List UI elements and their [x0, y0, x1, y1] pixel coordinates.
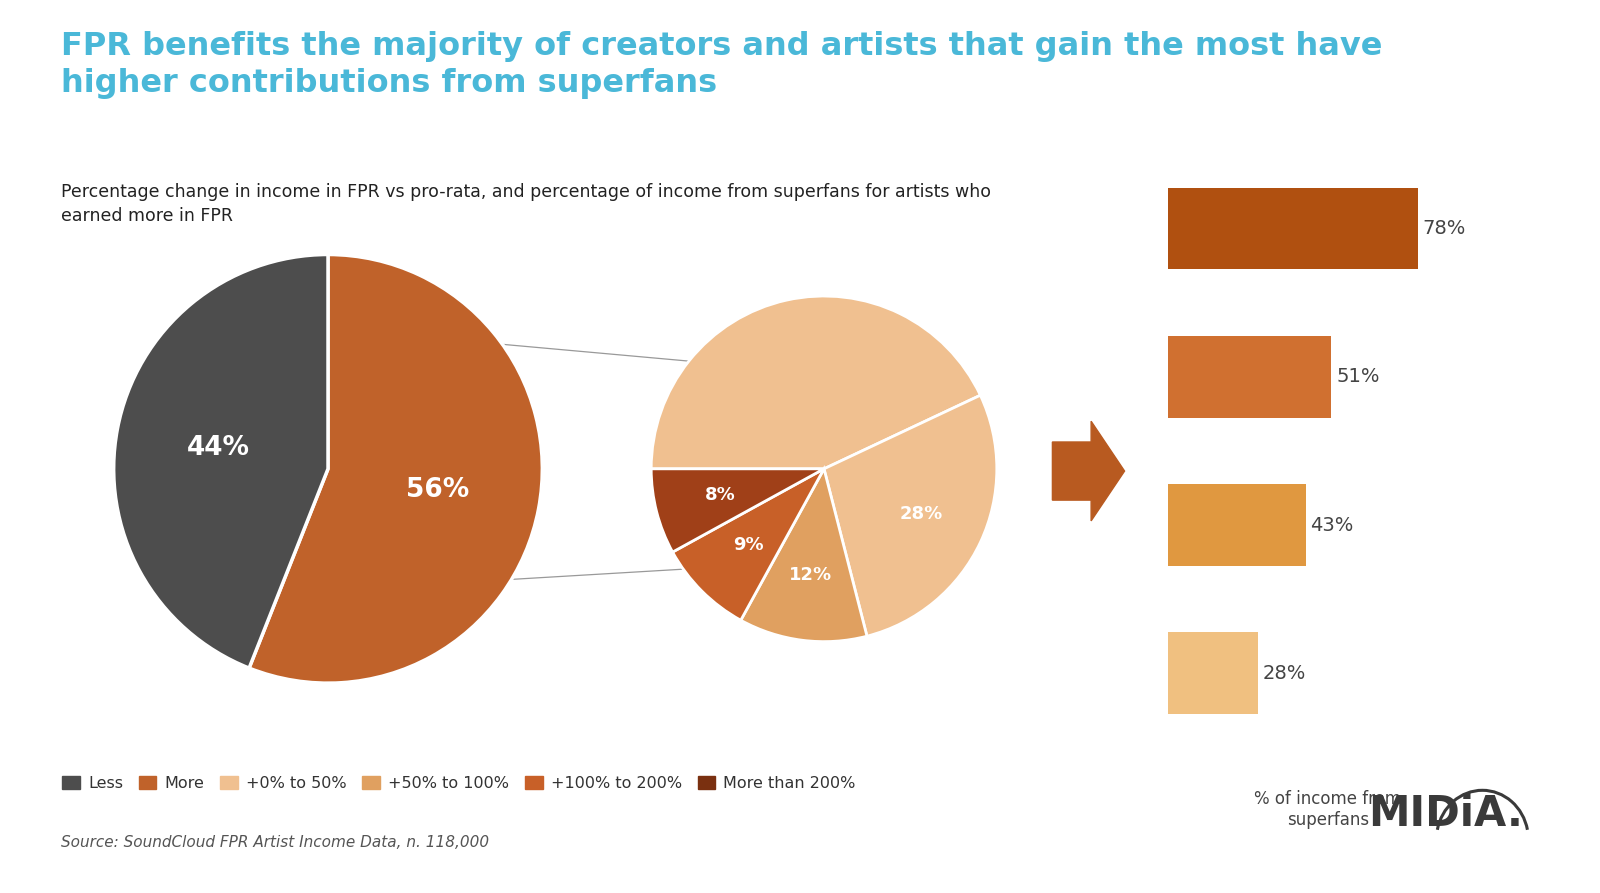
Wedge shape — [114, 255, 328, 668]
Bar — [1168, 632, 1258, 714]
Bar — [1168, 188, 1418, 270]
Text: 28%: 28% — [899, 505, 942, 523]
FancyArrow shape — [1053, 421, 1125, 521]
Text: 28%: 28% — [1262, 663, 1306, 683]
Text: 51%: 51% — [1336, 367, 1379, 387]
Text: 44%: 44% — [187, 435, 250, 461]
Wedge shape — [824, 396, 997, 636]
Wedge shape — [651, 469, 824, 552]
Wedge shape — [741, 469, 867, 642]
Text: % of income from
superfans: % of income from superfans — [1254, 790, 1402, 829]
Text: Percentage change in income in FPR vs pro-rata, and percentage of income from su: Percentage change in income in FPR vs pr… — [61, 183, 990, 225]
Text: 12%: 12% — [789, 566, 832, 584]
Wedge shape — [672, 469, 824, 621]
Bar — [1168, 484, 1306, 566]
Wedge shape — [651, 296, 981, 469]
Text: 56%: 56% — [406, 477, 469, 503]
Legend: Less, More, +0% to 50%, +50% to 100%, +100% to 200%, More than 200%: Less, More, +0% to 50%, +50% to 100%, +1… — [56, 770, 862, 797]
Text: 43%: 43% — [1310, 515, 1354, 535]
Text: 9%: 9% — [733, 536, 763, 554]
Wedge shape — [250, 255, 542, 683]
Text: 78%: 78% — [1422, 219, 1466, 238]
Bar — [1168, 336, 1331, 418]
Text: MIDiA.: MIDiA. — [1368, 793, 1523, 835]
Text: Source: SoundCloud FPR Artist Income Data, n. 118,000: Source: SoundCloud FPR Artist Income Dat… — [61, 835, 490, 850]
Text: FPR benefits the majority of creators and artists that gain the most have
higher: FPR benefits the majority of creators an… — [61, 31, 1382, 99]
Text: 8%: 8% — [706, 487, 736, 505]
